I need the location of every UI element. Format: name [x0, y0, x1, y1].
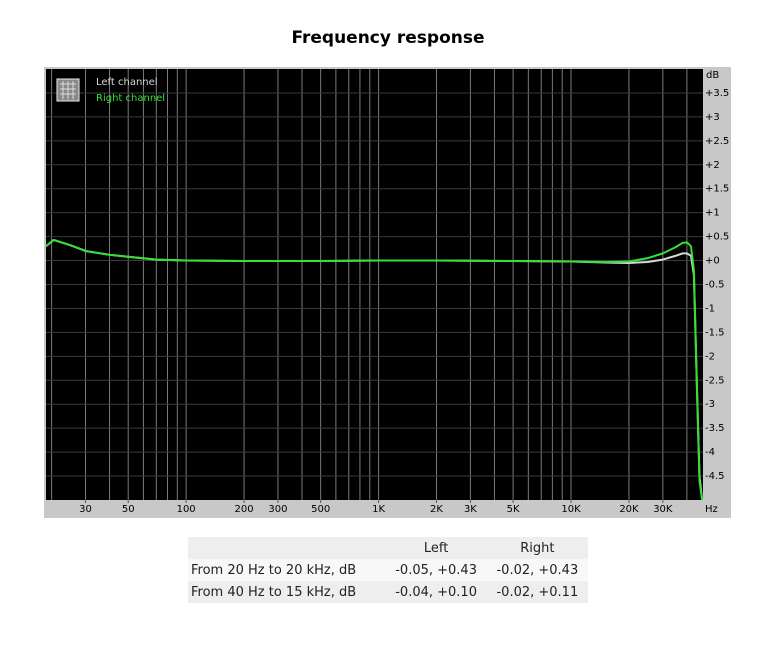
- y-unit: dB: [706, 70, 719, 81]
- x-tick-label: 30: [79, 504, 92, 515]
- table-row: From 20 Hz to 20 kHz, dB -0.05, +0.43 -0…: [188, 559, 588, 581]
- chart: Frequency response dB Hz +3.5 +3 +2.5 +2 +1.…: [44, 28, 731, 518]
- x-tick-label: 5K: [507, 504, 520, 515]
- header-cell: Right: [520, 540, 555, 556]
- cell: -0.04, +0.10: [395, 584, 477, 600]
- row-label: From 20 Hz to 20 kHz, dB: [191, 562, 357, 578]
- header-cell: Left: [423, 540, 449, 556]
- x-tick-label: 50: [122, 504, 135, 515]
- legend-label: Left channel: [96, 77, 158, 88]
- x-tick-label: 300: [268, 504, 287, 515]
- y-tick-label: -2: [705, 351, 715, 362]
- x-tick-label: 500: [311, 504, 330, 515]
- x-tick-label: 3K: [464, 504, 477, 515]
- y-tick-label: +2: [705, 160, 720, 171]
- y-tick-label: +0: [705, 256, 720, 267]
- cell: -0.02, +0.11: [496, 584, 579, 600]
- y-tick-label: -3.5: [705, 423, 725, 434]
- cell: -0.05, +0.43: [395, 562, 477, 578]
- table-row: From 40 Hz to 15 kHz, dB -0.04, +0.10 -0…: [188, 581, 588, 603]
- x-tick-label: 20K: [619, 504, 639, 515]
- x-tick-label: 200: [235, 504, 254, 515]
- x-unit: Hz: [705, 504, 718, 515]
- y-tick-label: +2.5: [705, 136, 729, 147]
- x-tick-label: 1K: [372, 504, 385, 515]
- y-tick-label: +3: [705, 112, 720, 123]
- y-tick-label: -4.5: [705, 471, 725, 482]
- y-tick-label: -3: [705, 399, 715, 410]
- summary-table: Left Right From 20 Hz to 20 kHz, dB -0.0…: [188, 537, 588, 603]
- y-tick-label: -1: [705, 303, 715, 314]
- x-tick-label: 30K: [653, 504, 673, 515]
- y-tick-label: +1.5: [705, 184, 729, 195]
- y-tick-label: -2.5: [705, 375, 725, 386]
- row-label: From 40 Hz to 15 kHz, dB: [191, 584, 357, 600]
- chart-title: Frequency response: [291, 28, 484, 48]
- y-tick-label: +0.5: [705, 232, 729, 243]
- x-tick-label: 10K: [561, 504, 581, 515]
- y-tick-label: -4: [705, 447, 715, 458]
- cell: -0.02, +0.43: [496, 562, 579, 578]
- y-tick-label: +1: [705, 208, 720, 219]
- legend-label: Right channel: [96, 93, 165, 104]
- table-header: Left Right: [188, 537, 588, 559]
- series-line: [45, 238, 704, 501]
- x-tick-label: 100: [177, 504, 196, 515]
- y-tick-label: -0.5: [705, 280, 725, 291]
- x-tick-label: 2K: [430, 504, 443, 515]
- y-tick-label: +3.5: [705, 88, 729, 99]
- y-tick-label: -1.5: [705, 327, 725, 338]
- legend-icon-grid: [60, 81, 76, 99]
